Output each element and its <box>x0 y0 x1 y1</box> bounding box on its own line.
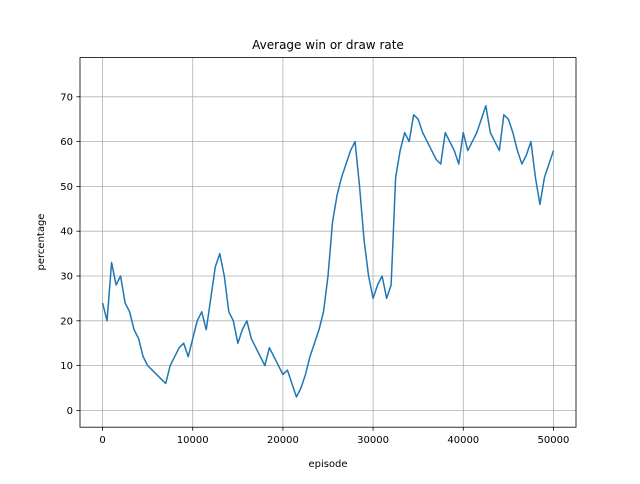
y-tick-label: 50 <box>60 182 73 193</box>
x-tick-label: 10000 <box>177 435 209 446</box>
x-tick-label: 0 <box>99 435 105 446</box>
y-axis-label: percentage <box>36 214 47 271</box>
x-tick-label: 40000 <box>447 435 479 446</box>
x-tick-label: 30000 <box>357 435 389 446</box>
x-axis-label: episode <box>308 459 347 470</box>
y-tick-label: 10 <box>60 361 73 372</box>
y-tick-label: 0 <box>67 406 73 417</box>
chart-title: Average win or draw rate <box>252 38 404 52</box>
y-tick-label: 60 <box>60 137 73 148</box>
data-line <box>101 105 555 398</box>
y-tick-label: 70 <box>60 92 73 103</box>
y-tick-label: 20 <box>60 316 73 327</box>
x-tick-label: 20000 <box>267 435 299 446</box>
y-tick-label: 30 <box>60 272 73 283</box>
y-tick-label: 40 <box>60 227 73 238</box>
x-tick-label: 50000 <box>538 435 570 446</box>
axes-frame <box>79 57 577 428</box>
